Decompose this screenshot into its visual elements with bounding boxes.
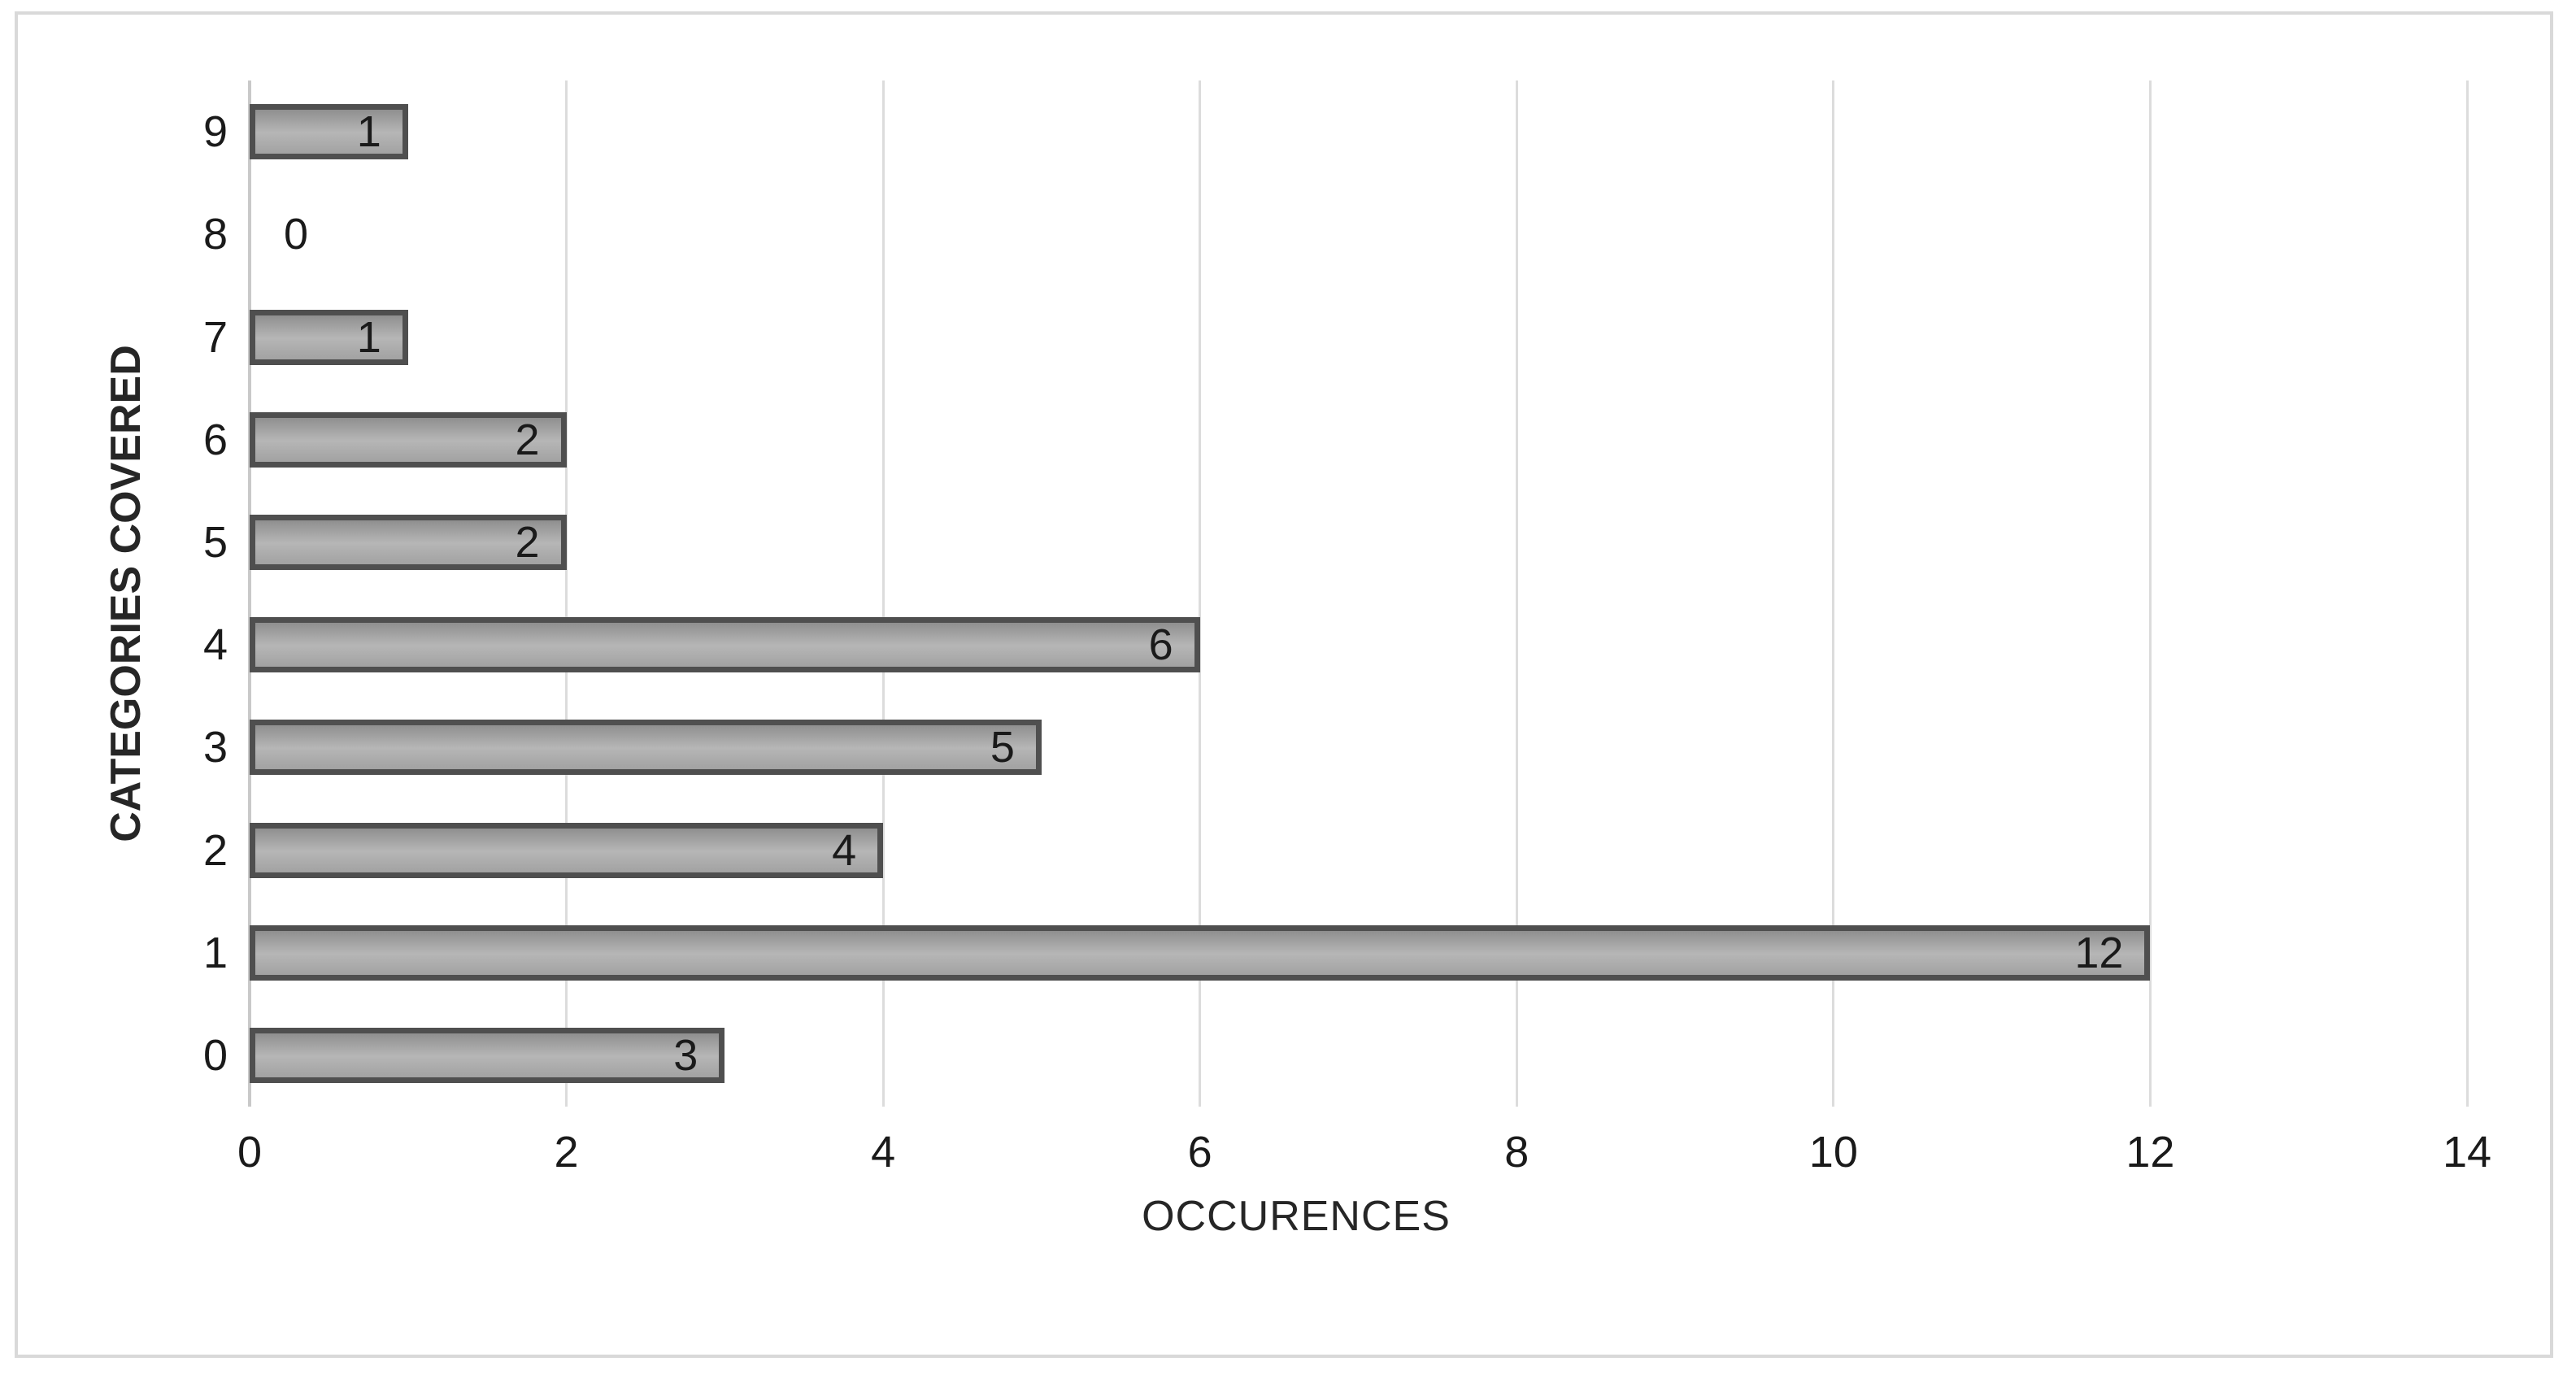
bar-value-label: 0 (284, 210, 309, 259)
x-axis-title: OCCURENCES (1142, 1193, 1451, 1240)
plot-area: 1 0 1 2 2 6 5 4 12 3 (248, 80, 2469, 1107)
bar-value-label: 1 (356, 107, 381, 157)
y-axis-tick-label: 3 (202, 723, 228, 772)
bar: 1 (250, 309, 408, 365)
y-axis-tick-label: 8 (202, 210, 228, 259)
bar-value-label: 2 (515, 517, 540, 567)
x-axis-tick-label: 6 (1187, 1128, 1212, 1177)
y-axis-line (248, 80, 251, 1107)
x-axis-tick-label: 2 (554, 1128, 579, 1177)
bar-value-label: 6 (1148, 620, 1173, 670)
gridline (2465, 80, 2469, 1107)
bar-value-label: 1 (356, 312, 381, 362)
y-axis-tick-label: 6 (202, 415, 228, 464)
x-axis-tick-label: 4 (871, 1128, 896, 1177)
gridline (1515, 80, 1518, 1107)
bar: 2 (250, 514, 567, 570)
y-axis-tick-label: 5 (202, 517, 228, 567)
x-axis-tick-label: 8 (1504, 1128, 1530, 1177)
bar: 3 (250, 1027, 725, 1083)
y-axis-tick-label: 0 (202, 1030, 228, 1080)
y-axis-tick-label: 2 (202, 825, 228, 875)
bar: 4 (250, 822, 884, 878)
x-axis-tick-label: 0 (237, 1128, 263, 1177)
bar-value-label: 5 (990, 723, 1015, 772)
y-axis-tick-label: 1 (202, 928, 228, 977)
x-axis-tick-label: 12 (2126, 1128, 2175, 1177)
bar: 2 (250, 411, 567, 468)
x-axis-tick-label: 14 (2442, 1128, 2492, 1177)
bar: 1 (250, 104, 408, 160)
gridline (1832, 80, 1835, 1107)
bar-value-label: 3 (673, 1030, 698, 1080)
gridline (1199, 80, 1202, 1107)
y-axis-tick-label: 4 (202, 620, 228, 670)
bar-value-label: 12 (2074, 928, 2124, 977)
gridline (881, 80, 885, 1107)
x-axis-tick-label: 10 (1808, 1128, 1858, 1177)
gridline (2148, 80, 2152, 1107)
bar: 6 (250, 617, 1200, 673)
bar: 12 (250, 924, 2151, 981)
y-axis-title: CATEGORIES COVERED (102, 345, 150, 842)
gridline (565, 80, 568, 1107)
bar-value-label: 2 (515, 415, 540, 464)
y-axis-tick-label: 7 (202, 312, 228, 362)
bar: 5 (250, 720, 1042, 776)
y-axis-tick-label: 9 (202, 107, 228, 157)
bar-value-label: 4 (832, 825, 857, 875)
